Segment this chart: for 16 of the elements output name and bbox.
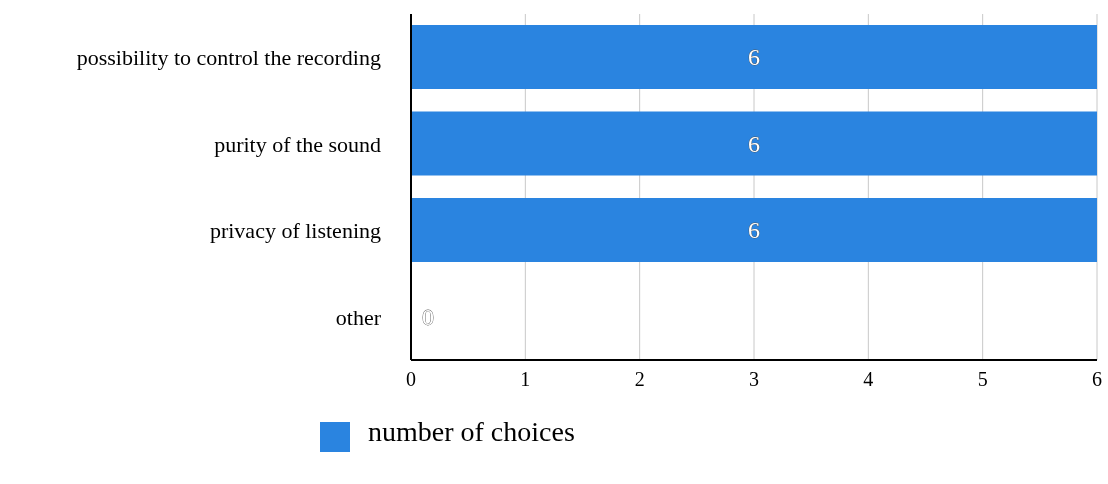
- x-tick-label: 2: [634, 368, 645, 391]
- y-tick-label: purity of the sound: [214, 131, 381, 157]
- x-tick-label: 0: [406, 368, 416, 391]
- data-label: 0: [422, 303, 434, 330]
- x-tick-label: 4: [863, 368, 874, 391]
- legend-label: number of choices: [368, 416, 575, 447]
- y-tick-label: possibility to control the recording: [76, 45, 381, 71]
- data-label: 6: [748, 130, 760, 157]
- data-label: 6: [748, 44, 760, 70]
- x-tick-label: 3: [749, 368, 759, 391]
- y-tick-label: other: [335, 304, 382, 330]
- x-tick-label: 6: [1092, 368, 1102, 391]
- x-tick-label: 1: [520, 368, 531, 391]
- data-label: 6: [748, 217, 760, 243]
- y-tick-label: privacy of listening: [209, 218, 381, 244]
- x-tick-label: 5: [977, 368, 988, 391]
